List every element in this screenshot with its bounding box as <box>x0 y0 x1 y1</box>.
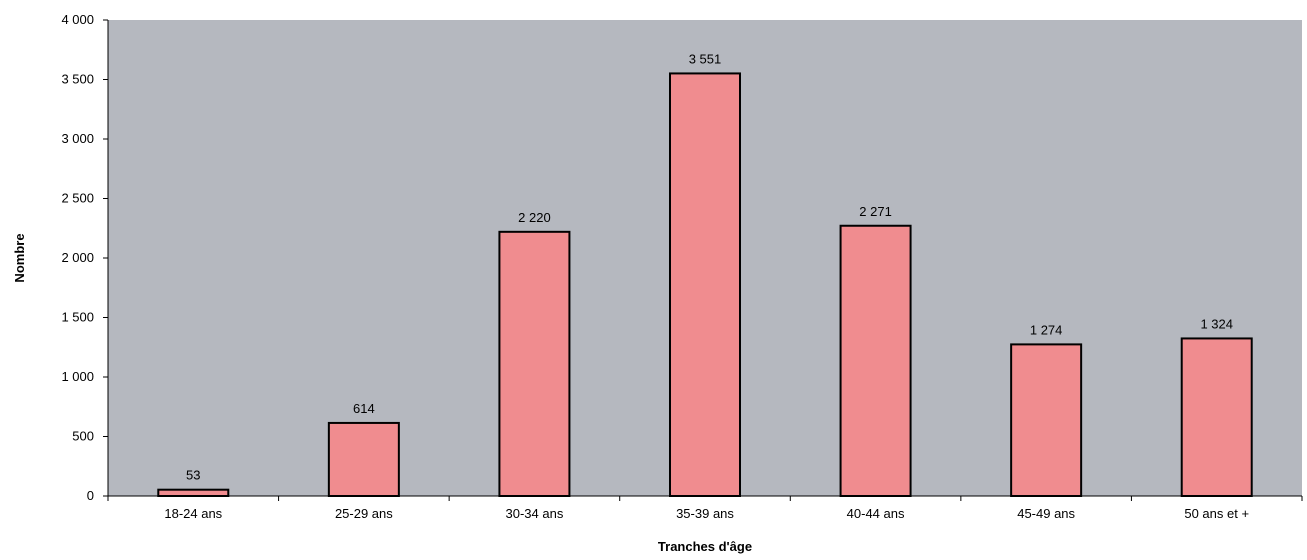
y-axis: 0 500 1 000 1 500 2 000 2 500 3 000 3 500 4 000 <box>61 12 109 503</box>
y-tick-label: 3 500 <box>61 72 94 87</box>
bar <box>157 488 230 497</box>
bar <box>839 224 912 497</box>
bar <box>327 421 400 497</box>
bar-value-label: 3 551 <box>689 51 722 66</box>
bar <box>1010 343 1083 498</box>
x-tick-label: 25-29 ans <box>335 506 393 521</box>
y-tick-label: 0 <box>87 488 94 503</box>
y-tick-label: 3 000 <box>61 131 94 146</box>
x-tick-label: 35-39 ans <box>676 506 734 521</box>
bar-value-label: 2 220 <box>518 210 551 225</box>
bar-value-label: 1 274 <box>1030 322 1063 337</box>
bar-value-label: 614 <box>353 401 375 416</box>
y-tick-label: 1 500 <box>61 310 94 325</box>
x-tick-label: 18-24 ans <box>164 506 222 521</box>
x-tick-label: 40-44 ans <box>847 506 905 521</box>
data-labels: 53 614 2 220 3 551 2 271 1 274 1 324 <box>186 51 1233 482</box>
bar-value-label: 2 271 <box>859 204 892 219</box>
x-tick-label: 30-34 ans <box>506 506 564 521</box>
y-tick-label: 500 <box>72 429 94 444</box>
y-tick-label: 1 000 <box>61 369 94 384</box>
x-axis-title: Tranches d'âge <box>658 539 752 554</box>
bar <box>1180 337 1253 497</box>
x-tick-label: 45-49 ans <box>1017 506 1075 521</box>
y-tick-label: 2 000 <box>61 250 94 265</box>
bars <box>157 72 1253 498</box>
x-axis: 18-24 ans 25-29 ans 30-34 ans 35-39 ans 40-4… <box>107 495 1303 521</box>
y-tick-label: 2 500 <box>61 191 94 206</box>
bar-value-label: 53 <box>186 468 200 483</box>
bar <box>498 230 571 497</box>
x-tick-label: 50 ans et + <box>1184 506 1249 521</box>
bar-value-label: 1 324 <box>1200 316 1233 331</box>
y-tick-label: 4 000 <box>61 12 94 27</box>
y-axis-title: Nombre <box>12 233 27 282</box>
bar <box>669 72 741 497</box>
